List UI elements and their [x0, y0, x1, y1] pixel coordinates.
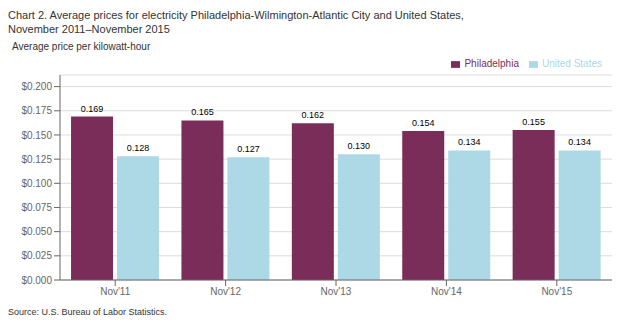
svg-text:Nov'15: Nov'15 — [541, 286, 572, 297]
svg-text:0.128: 0.128 — [127, 143, 150, 153]
svg-text:Nov'13: Nov'13 — [321, 286, 352, 297]
html-text:Chart 2. Average prices for el: Chart 2. Average prices for electricity … — [8, 9, 464, 21]
svg-text:$0.100: $0.100 — [21, 178, 52, 189]
svg-text:$0.200: $0.200 — [21, 81, 52, 92]
svg-text:0.134: 0.134 — [458, 137, 481, 147]
svg-text:$0.050: $0.050 — [21, 226, 52, 237]
svg-text:Nov'11: Nov'11 — [100, 286, 131, 297]
html-text:Philadelphia: Philadelphia — [464, 58, 519, 69]
svg-text:0.134: 0.134 — [568, 137, 591, 147]
html-text:United States: United States — [542, 58, 602, 69]
svg-text:$0.075: $0.075 — [21, 202, 52, 213]
svg-text:0.127: 0.127 — [237, 144, 260, 154]
svg-text:$0.125: $0.125 — [21, 154, 52, 165]
svg-text:$0.000: $0.000 — [21, 275, 52, 286]
svg-text:0.169: 0.169 — [81, 104, 104, 114]
svg-text:0.165: 0.165 — [191, 107, 214, 117]
svg-text:0.130: 0.130 — [348, 141, 371, 151]
html-text:Source: U.S. Bureau of Labor S: Source: U.S. Bureau of Labor Statistics. — [8, 307, 168, 317]
html-text:Average price per kilowatt-hou: Average price per kilowatt-hour — [12, 41, 151, 52]
svg-text:0.154: 0.154 — [412, 118, 435, 128]
svg-text:$0.175: $0.175 — [21, 105, 52, 116]
svg-text:$0.150: $0.150 — [21, 130, 52, 141]
svg-text:0.155: 0.155 — [522, 117, 545, 127]
svg-text:Nov'12: Nov'12 — [210, 286, 241, 297]
svg-text:0.162: 0.162 — [302, 110, 325, 120]
html-text:November 2011–November 2015: November 2011–November 2015 — [8, 23, 170, 35]
svg-text:Nov'14: Nov'14 — [431, 286, 462, 297]
svg-text:$0.025: $0.025 — [21, 250, 52, 261]
